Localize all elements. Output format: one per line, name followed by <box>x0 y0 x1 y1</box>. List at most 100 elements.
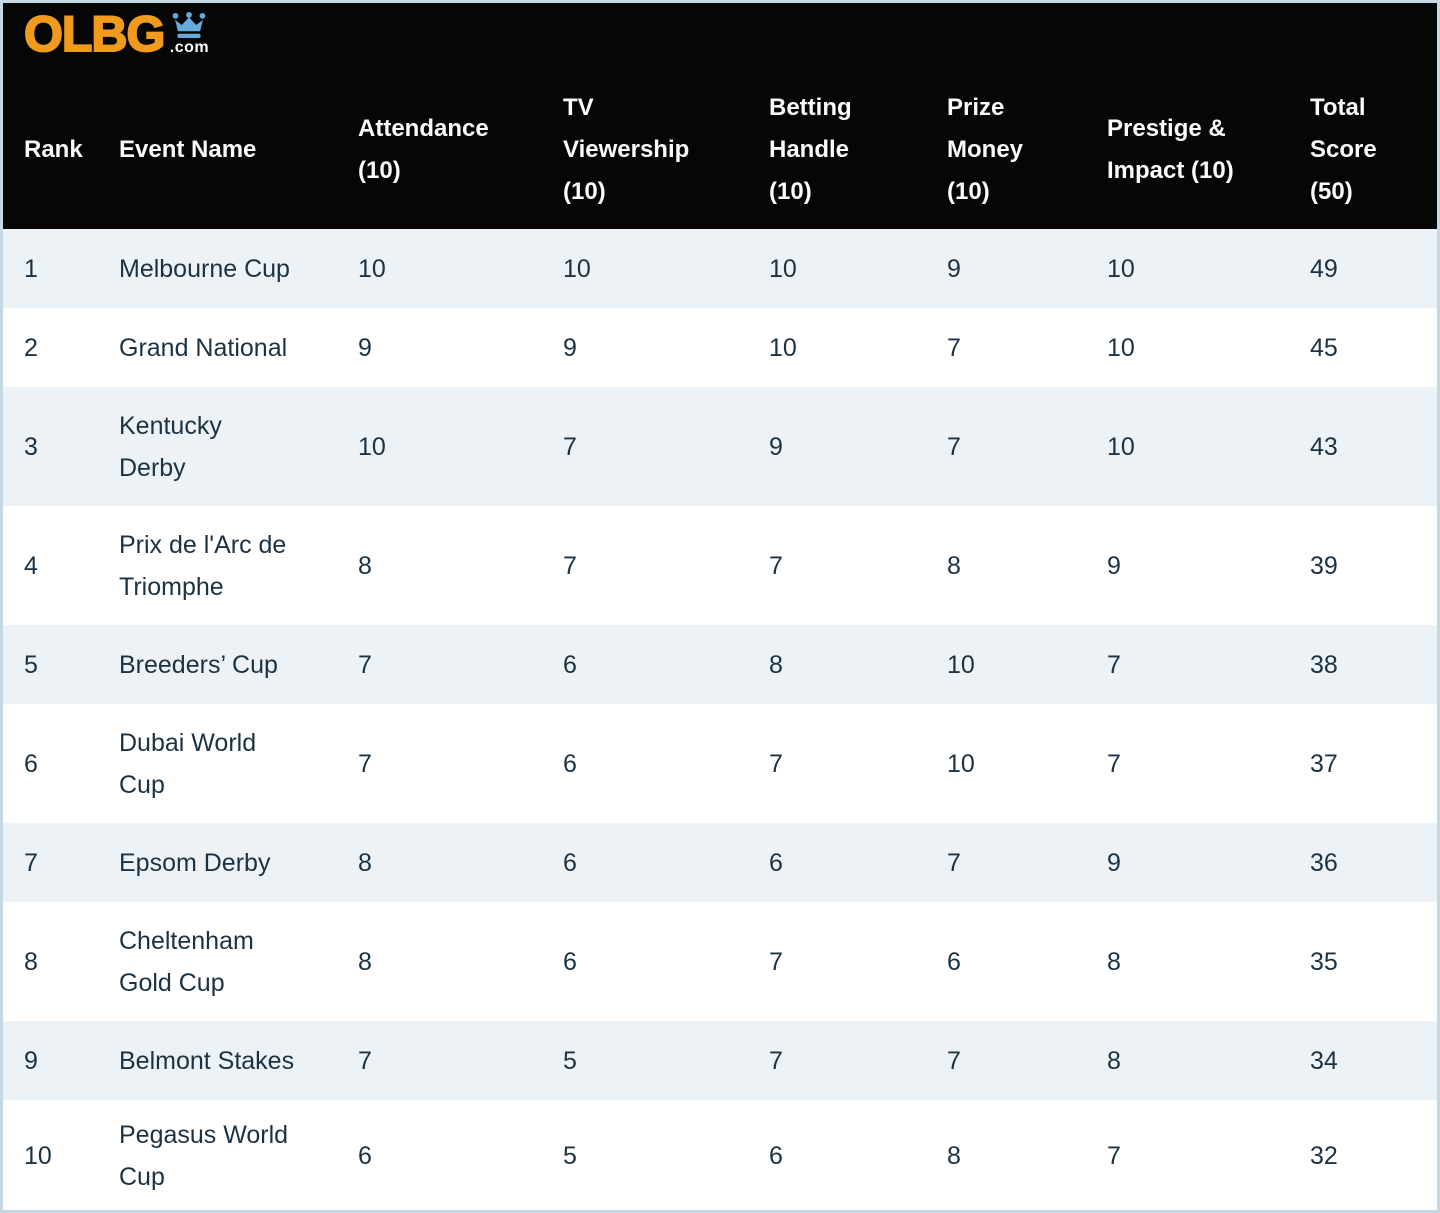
cell-betting-handle: 7 <box>769 749 783 778</box>
cell-attendance: 8 <box>358 848 372 877</box>
brand-name: OLBG <box>23 6 166 62</box>
cell-attendance: 7 <box>358 1046 372 1075</box>
cell-event-name: Breeders’ Cup <box>119 650 278 679</box>
cell-rank: 7 <box>24 848 38 877</box>
cell-rank: 4 <box>24 551 38 580</box>
cell-total-score: 45 <box>1310 333 1338 362</box>
cell-attendance: 8 <box>358 551 372 580</box>
cell-attendance: 10 <box>358 432 386 461</box>
cell-prize-money: 8 <box>947 1142 961 1170</box>
col-header-event-name: Event Name <box>119 70 358 229</box>
cell-tv-viewership: 7 <box>563 551 577 580</box>
cell-total-score: 35 <box>1310 947 1338 976</box>
cell-tv-viewership: 6 <box>563 947 577 976</box>
cell-prestige-impact: 7 <box>1107 650 1121 679</box>
cell-tv-viewership: 5 <box>563 1142 577 1170</box>
cell-betting-handle: 7 <box>769 1046 783 1075</box>
cell-prize-money: 8 <box>947 551 961 580</box>
ranking-table: Rank Event Name Attendance (10) TV Viewe… <box>3 70 1437 1210</box>
cell-total-score: 34 <box>1310 1046 1338 1075</box>
cell-total-score: 38 <box>1310 650 1338 679</box>
col-header-prize-money: Prize Money (10) <box>947 70 1107 229</box>
cell-event-name: Belmont Stakes <box>119 1046 295 1075</box>
cell-betting-handle: 9 <box>769 432 783 461</box>
cell-event-name: Prix de l'Arc de Triomphe <box>119 530 287 601</box>
cell-rank: 8 <box>24 947 38 976</box>
cell-attendance: 8 <box>358 947 372 976</box>
cell-event-name: Grand National <box>119 333 288 362</box>
cell-event-name: Epsom Derby <box>119 848 271 877</box>
table-row: 1 Melbourne Cup 10 10 10 9 10 49 <box>3 229 1437 308</box>
cell-rank: 10 <box>24 1142 52 1170</box>
table-row: 3 Kentucky Derby 10 7 9 7 10 43 <box>3 387 1437 506</box>
col-header-rank: Rank <box>3 70 119 229</box>
cell-rank: 3 <box>24 432 38 461</box>
cell-prestige-impact: 10 <box>1107 432 1135 461</box>
cell-tv-viewership: 6 <box>563 848 577 877</box>
cell-betting-handle: 7 <box>769 551 783 580</box>
cell-event-name: Dubai World Cup <box>119 728 257 799</box>
cell-betting-handle: 10 <box>769 333 797 362</box>
col-header-tv-viewership: TV Viewership (10) <box>563 70 769 229</box>
cell-rank: 9 <box>24 1046 38 1075</box>
cell-tv-viewership: 9 <box>563 333 577 362</box>
brand-tld: .com <box>169 39 210 56</box>
table-header-row: Rank Event Name Attendance (10) TV Viewe… <box>3 70 1437 229</box>
brand-logo-side: .com <box>168 12 210 56</box>
cell-tv-viewership: 5 <box>563 1046 577 1075</box>
cell-tv-viewership: 6 <box>563 650 577 679</box>
table-row: 10 Pegasus World Cup 6 5 6 8 7 32 <box>3 1100 1437 1210</box>
cell-betting-handle: 7 <box>769 947 783 976</box>
cell-rank: 5 <box>24 650 38 679</box>
cell-prize-money: 7 <box>947 333 961 362</box>
cell-event-name: Kentucky Derby <box>119 411 222 482</box>
cell-prize-money: 7 <box>947 1046 961 1075</box>
table-row: 4 Prix de l'Arc de Triomphe 8 7 7 8 9 39 <box>3 506 1437 625</box>
cell-prize-money: 7 <box>947 432 961 461</box>
cell-betting-handle: 6 <box>769 848 783 877</box>
header-block: OLBG .com <box>3 3 1437 1210</box>
table-row: 6 Dubai World Cup 7 6 7 10 7 37 <box>3 704 1437 823</box>
cell-prestige-impact: 9 <box>1107 848 1121 877</box>
cell-prize-money: 9 <box>947 254 961 283</box>
cell-rank: 2 <box>24 333 38 362</box>
table-row: 7 Epsom Derby 8 6 6 7 9 36 <box>3 823 1437 902</box>
cell-event-name: Melbourne Cup <box>119 254 290 283</box>
cell-total-score: 49 <box>1310 254 1338 283</box>
table-row: 5 Breeders’ Cup 7 6 8 10 7 38 <box>3 625 1437 704</box>
cell-total-score: 39 <box>1310 551 1338 580</box>
cell-prize-money: 10 <box>947 749 975 778</box>
cell-prestige-impact: 7 <box>1107 749 1121 778</box>
cell-rank: 6 <box>24 749 38 778</box>
cell-prestige-impact: 10 <box>1107 333 1135 362</box>
cell-total-score: 36 <box>1310 848 1338 877</box>
cell-prize-money: 7 <box>947 848 961 877</box>
cell-betting-handle: 10 <box>769 254 797 283</box>
cell-tv-viewership: 6 <box>563 749 577 778</box>
table-row: 8 Cheltenham Gold Cup 8 6 7 6 8 35 <box>3 902 1437 1021</box>
table-row: 2 Grand National 9 9 10 7 10 45 <box>3 308 1437 387</box>
cell-event-name: Cheltenham Gold Cup <box>119 926 254 997</box>
cell-event-name: Pegasus World Cup <box>119 1121 289 1191</box>
table-row: 9 Belmont Stakes 7 5 7 7 8 34 <box>3 1021 1437 1100</box>
cell-attendance: 9 <box>358 333 372 362</box>
cell-prize-money: 10 <box>947 650 975 679</box>
col-header-betting-handle: Betting Handle (10) <box>769 70 947 229</box>
cell-prestige-impact: 7 <box>1107 1142 1121 1170</box>
cell-prestige-impact: 8 <box>1107 947 1121 976</box>
cell-tv-viewership: 10 <box>563 254 591 283</box>
cell-rank: 1 <box>24 254 38 283</box>
cell-attendance: 6 <box>358 1142 372 1170</box>
crown-icon <box>171 12 207 39</box>
cell-prestige-impact: 9 <box>1107 551 1121 580</box>
cell-betting-handle: 8 <box>769 650 783 679</box>
cell-betting-handle: 6 <box>769 1142 783 1170</box>
cell-prestige-impact: 8 <box>1107 1046 1121 1075</box>
cell-total-score: 37 <box>1310 749 1338 778</box>
brand-logo: OLBG .com <box>3 3 1437 70</box>
col-header-total-score: Total Score (50) <box>1310 70 1437 229</box>
cell-total-score: 43 <box>1310 432 1338 461</box>
cell-attendance: 7 <box>358 749 372 778</box>
cell-attendance: 10 <box>358 254 386 283</box>
